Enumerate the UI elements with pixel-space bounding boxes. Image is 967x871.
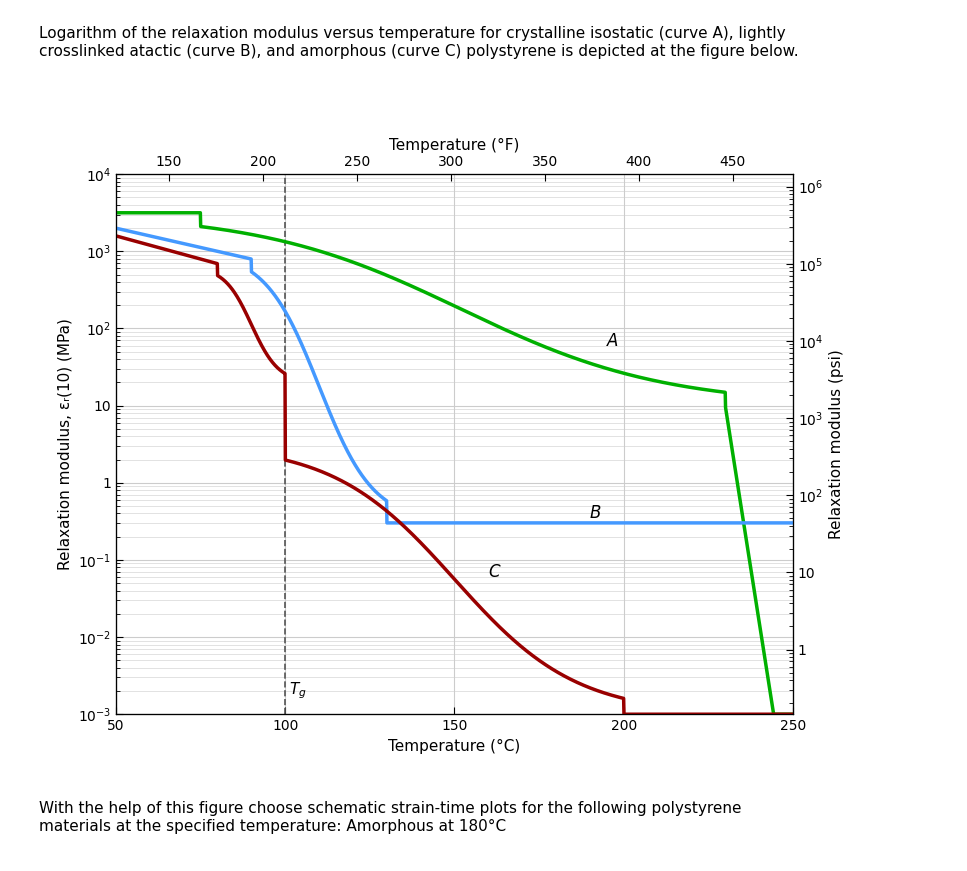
Text: $T_g$: $T_g$ (289, 680, 307, 700)
Text: With the help of this figure choose schematic strain-time plots for the followin: With the help of this figure choose sche… (39, 801, 741, 834)
Y-axis label: Relaxation modulus (psi): Relaxation modulus (psi) (829, 349, 844, 539)
X-axis label: Temperature (°F): Temperature (°F) (390, 138, 519, 152)
Text: C: C (488, 563, 500, 581)
Y-axis label: Relaxation modulus, εᵣ(10) (MPa): Relaxation modulus, εᵣ(10) (MPa) (57, 318, 73, 571)
Text: B: B (590, 504, 601, 522)
Text: A: A (607, 332, 618, 349)
Text: Logarithm of the relaxation modulus versus temperature for crystalline isostatic: Logarithm of the relaxation modulus vers… (39, 26, 799, 58)
X-axis label: Temperature (°C): Temperature (°C) (389, 739, 520, 753)
